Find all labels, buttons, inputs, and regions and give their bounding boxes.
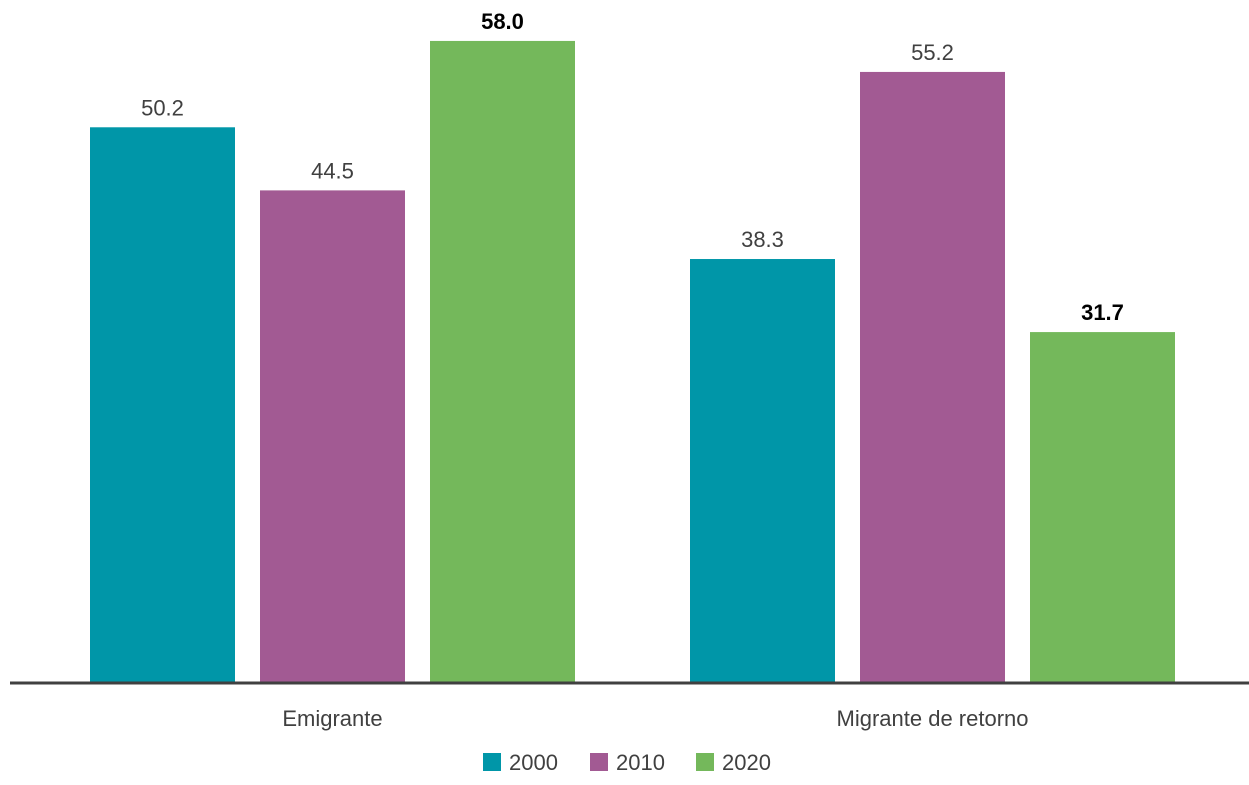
legend-label-2020: 2020 [722, 750, 771, 775]
value-label-emigrante-2010: 44.5 [311, 158, 354, 183]
legend-label-2000: 2000 [509, 750, 558, 775]
value-label-migrante-de-retorno-2010: 55.2 [911, 40, 954, 65]
bar-emigrante-2000 [90, 127, 235, 683]
value-label-migrante-de-retorno-2020: 31.7 [1081, 300, 1124, 325]
bar-migrante-de-retorno-2000 [690, 259, 835, 683]
bar-emigrante-2010 [260, 190, 405, 683]
legend: 2000 2010 2020 [483, 750, 771, 775]
value-label-emigrante-2020: 58.0 [481, 9, 524, 34]
bar-emigrante-2020 [430, 40, 575, 683]
value-labels-layer: 50.2 44.5 58.0 38.3 55.2 31.7 [141, 9, 1124, 325]
bar-migrante-de-retorno-2020 [1030, 332, 1175, 683]
legend-label-2010: 2010 [616, 750, 665, 775]
bars-layer [90, 40, 1175, 684]
legend-swatch-2000 [483, 753, 501, 771]
value-label-migrante-de-retorno-2000: 38.3 [741, 227, 784, 252]
legend-swatch-2010 [590, 753, 608, 771]
legend-swatch-2020 [696, 753, 714, 771]
value-label-emigrante-2000: 50.2 [141, 95, 184, 120]
bar-migrante-de-retorno-2010 [860, 71, 1005, 684]
category-labels-layer: Emigrante Migrante de retorno [282, 706, 1028, 731]
category-label-migrante-de-retorno: Migrante de retorno [837, 706, 1029, 731]
category-label-emigrante: Emigrante [282, 706, 382, 731]
